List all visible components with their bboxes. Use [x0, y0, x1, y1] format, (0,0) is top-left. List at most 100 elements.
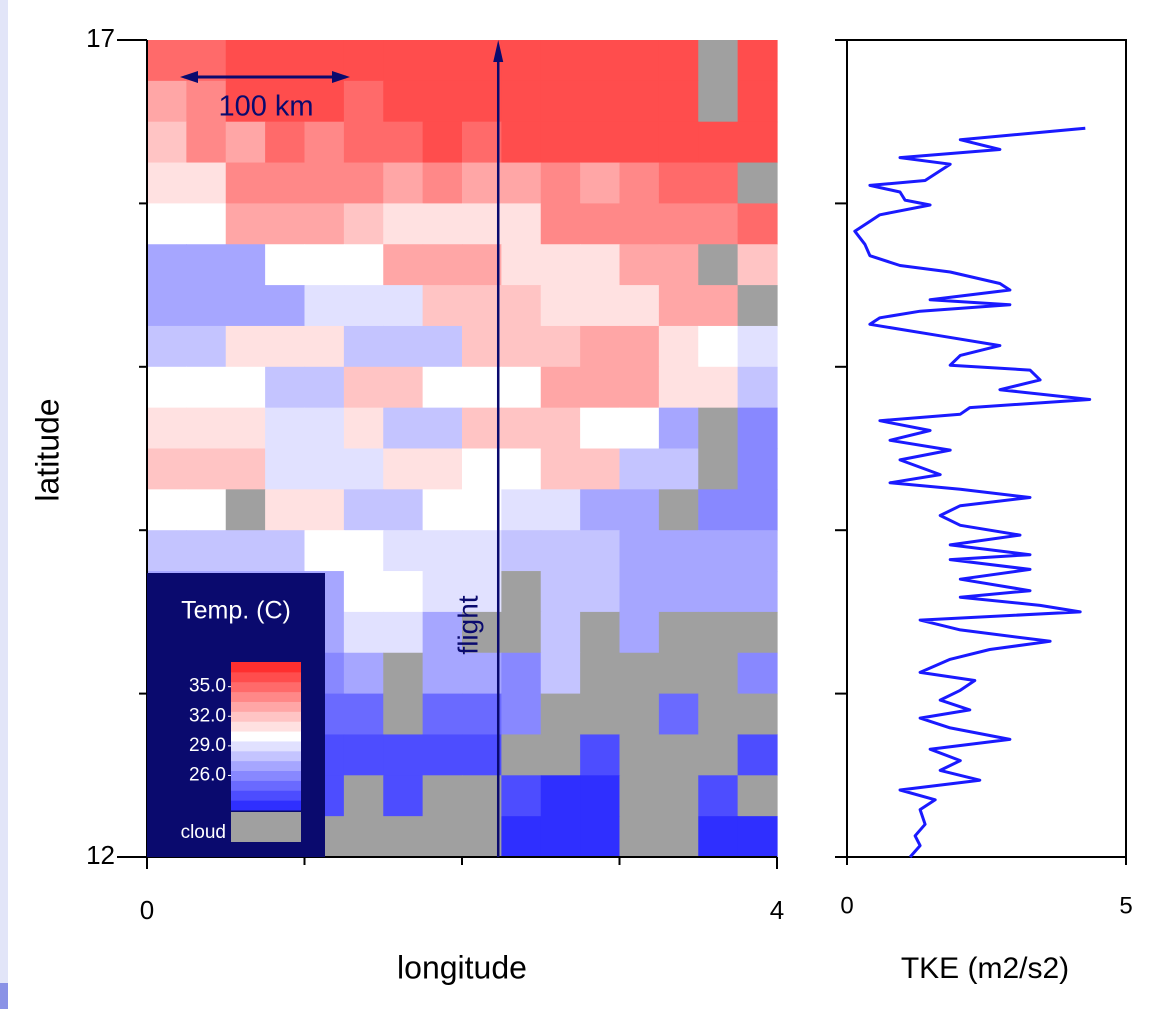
heat-cell: [619, 40, 660, 82]
heat-cell: [186, 489, 227, 531]
heat-cell: [422, 816, 463, 858]
heat-cell: [619, 775, 660, 817]
heat-cell: [737, 244, 778, 286]
heat-cell: [737, 775, 778, 817]
heat-cell: [619, 571, 660, 613]
heat-cell: [619, 285, 660, 327]
x-tick-label: 4: [770, 895, 784, 925]
heat-cell: [658, 162, 699, 204]
heat-cell: [343, 80, 384, 123]
heat-cell: [343, 611, 384, 654]
heat-cell: [383, 285, 424, 327]
heat-cell: [422, 325, 463, 368]
heat-cell: [698, 407, 739, 450]
heat-cell: [619, 203, 660, 245]
heat-cell: [304, 162, 345, 204]
heat-cell: [383, 40, 424, 82]
heat-cell: [462, 285, 502, 327]
heat-cell: [422, 652, 463, 695]
heat-cell: [580, 244, 621, 286]
legend-title: Temp. (C): [181, 597, 291, 625]
heat-cell: [225, 285, 266, 327]
heat-cell: [580, 816, 621, 858]
colorbar-step: [231, 750, 301, 762]
heat-cell: [383, 734, 424, 776]
heat-cell: [265, 530, 306, 572]
colorbar-step: [231, 681, 301, 693]
heat-cell: [304, 489, 345, 531]
heat-cell: [383, 448, 424, 490]
heat-cell: [462, 816, 502, 858]
heat-cell: [658, 203, 699, 245]
heat-cell: [619, 611, 660, 654]
heat-cell: [619, 244, 660, 286]
heat-cell: [462, 203, 502, 245]
heat-cell: [540, 816, 581, 858]
heat-cell: [698, 448, 739, 490]
heat-cell: [619, 366, 660, 409]
colorbar-tick-label: 35.0: [189, 676, 226, 697]
heat-cell: [737, 80, 778, 123]
heat-cell: [580, 652, 621, 695]
heat-cell: [698, 121, 739, 164]
heat-cell: [422, 40, 463, 82]
heat-cell: [383, 530, 424, 572]
heat-cell: [383, 162, 424, 204]
heat-cell: [619, 734, 660, 776]
heat-cell: [540, 285, 581, 327]
heat-cell: [501, 325, 542, 368]
heat-cell: [343, 734, 384, 776]
heat-cell: [147, 80, 187, 123]
heat-cell: [422, 285, 463, 327]
heat-cell: [658, 489, 699, 531]
heat-cell: [462, 366, 502, 409]
heat-cell: [698, 611, 739, 654]
heat-cell: [658, 816, 699, 858]
heat-cell: [737, 285, 778, 327]
heat-cell: [540, 203, 581, 245]
heat-cell: [580, 285, 621, 327]
heat-cell: [147, 530, 187, 572]
heat-cell: [265, 40, 306, 82]
heat-cell: [462, 530, 502, 572]
heat-cell: [580, 203, 621, 245]
heat-cell: [737, 366, 778, 409]
heat-cell: [186, 285, 227, 327]
tke-line: [853, 126, 1092, 858]
heat-cell: [501, 203, 542, 245]
heat-cell: [422, 407, 463, 450]
heat-cell: [698, 816, 739, 858]
heat-cell: [737, 489, 778, 531]
heat-cell: [580, 40, 621, 82]
heat-cell: [658, 407, 699, 450]
heat-cell: [265, 448, 306, 490]
heat-cell: [658, 734, 699, 776]
heat-cell: [698, 203, 739, 245]
heat-cell: [147, 325, 187, 368]
heat-cell: [698, 652, 739, 695]
y-axis-label: latitude: [29, 398, 65, 501]
heat-cell: [343, 285, 384, 327]
heat-cell: [462, 244, 502, 286]
heat-cell: [698, 40, 739, 82]
heat-cell: [186, 162, 227, 204]
heat-cell: [422, 121, 463, 164]
heat-cell: [698, 530, 739, 572]
heat-cell: [698, 162, 739, 204]
heat-cell: [698, 285, 739, 327]
heat-cell: [225, 325, 266, 368]
heat-cell: [698, 244, 739, 286]
heat-cell: [737, 40, 778, 82]
heat-cell: [304, 285, 345, 327]
heat-cell: [147, 366, 187, 409]
colorbar-step: [231, 721, 301, 732]
heat-cell: [304, 80, 345, 123]
heat-cell: [698, 325, 739, 368]
heat-cell: [580, 121, 621, 164]
heat-cell: [580, 734, 621, 776]
heat-cell: [147, 244, 187, 286]
heat-cell: [540, 244, 581, 286]
heat-cell: [737, 203, 778, 245]
heat-cell: [383, 121, 424, 164]
